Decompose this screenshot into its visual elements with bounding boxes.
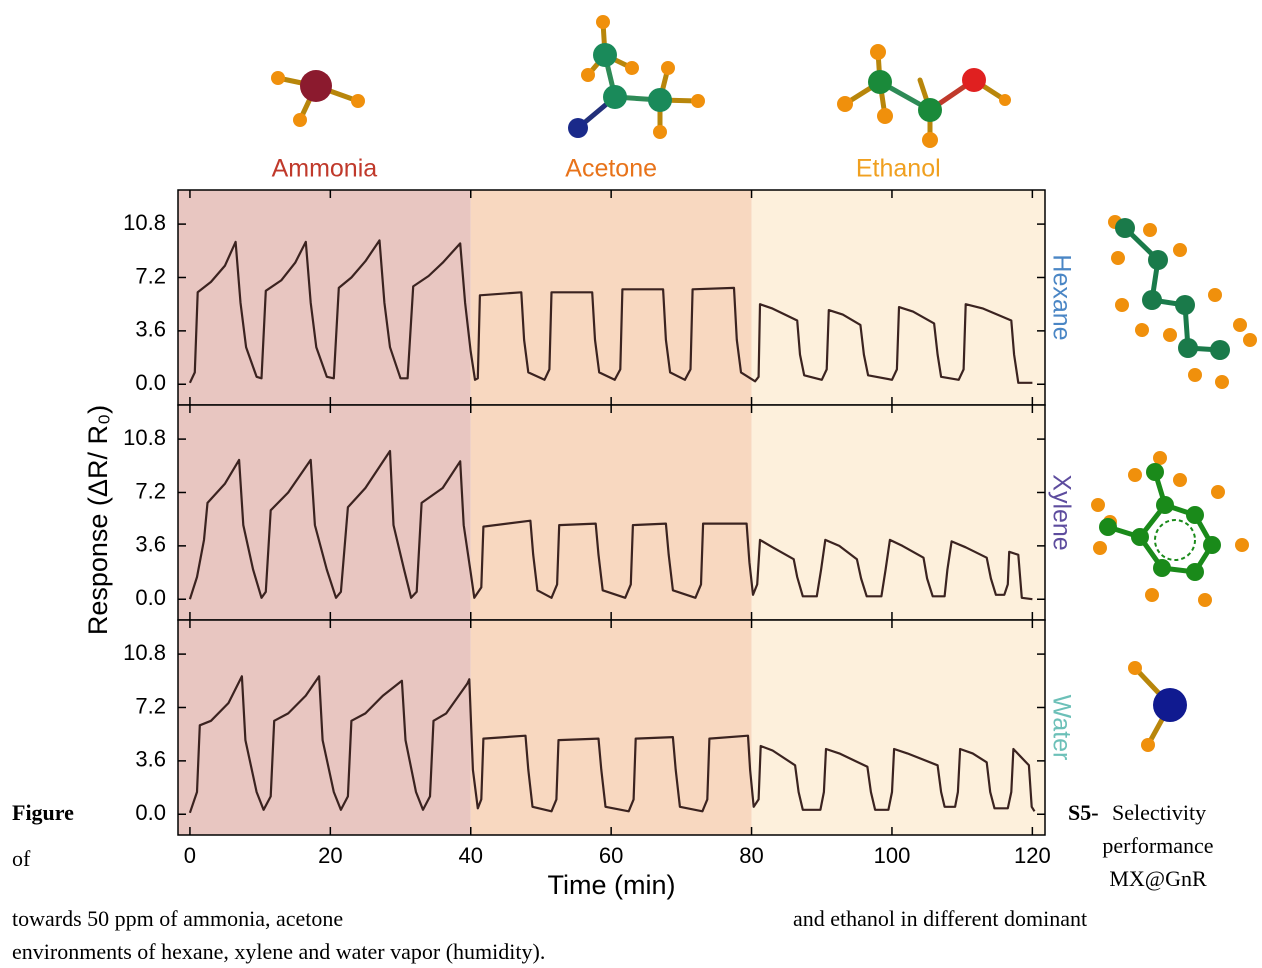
caption-text: towards 50 ppm of ammonia, acetone <box>12 906 343 931</box>
x-tick-label: 20 <box>318 843 342 868</box>
acetone-molecule <box>568 15 705 139</box>
region-label: Ethanol <box>856 155 941 183</box>
ethanol-molecule <box>837 44 1011 148</box>
hexane-molecule <box>1108 215 1257 389</box>
y-tick-label: 3.6 <box>135 317 166 342</box>
series-label: Water <box>1047 695 1075 761</box>
caption-number: S5- <box>1068 800 1099 825</box>
caption-text: Selectivity <box>1112 800 1206 825</box>
caption-text: performance <box>1102 833 1213 858</box>
water-molecule <box>1128 661 1187 752</box>
y-tick-label: 7.2 <box>135 478 166 503</box>
region-background <box>471 405 752 620</box>
caption-text: MX@GnR <box>1109 866 1207 891</box>
y-tick-label: 7.2 <box>135 263 166 288</box>
x-tick-label: 0 <box>184 843 196 868</box>
xylene-molecule <box>1091 451 1249 607</box>
y-tick-label: 3.6 <box>135 532 166 557</box>
x-axis-label: Time (min) <box>548 870 676 900</box>
y-axis-label: Response (ΔR/ R₀) <box>83 405 113 635</box>
region-background <box>178 405 471 620</box>
region-background <box>752 405 1045 620</box>
y-tick-label: 10.8 <box>123 425 166 450</box>
x-tick-label: 40 <box>459 843 483 868</box>
y-tick-label: 0.0 <box>135 800 166 825</box>
figure: Ammonia Acetone Ethanol 0.0 3.6 7.2 10.8 Hexane… <box>0 0 1262 968</box>
y-tick-label: 0.0 <box>135 585 166 610</box>
region-background <box>752 190 1045 405</box>
region-background <box>471 190 752 405</box>
y-tick-label: 10.8 <box>123 210 166 235</box>
region-label: Acetone <box>565 155 657 183</box>
x-tick-label: 80 <box>739 843 763 868</box>
plot-area: Ammonia Acetone Ethanol 0.0 3.6 7.2 10.8 Hexane… <box>123 155 1075 901</box>
series-label: Xylene <box>1047 474 1075 550</box>
series-label: Hexane <box>1047 254 1075 340</box>
y-tick-label: 0.0 <box>135 370 166 395</box>
y-tick-label: 7.2 <box>135 693 166 718</box>
caption-text: of <box>12 846 31 871</box>
x-tick-label: 60 <box>599 843 623 868</box>
region-background <box>752 620 1045 835</box>
caption-text: and ethanol in different dominant <box>793 906 1087 931</box>
y-tick-label: 10.8 <box>123 640 166 665</box>
caption-text: environments of hexane, xylene and water… <box>12 939 545 964</box>
region-background <box>471 620 752 835</box>
ammonia-molecule <box>271 70 365 127</box>
y-tick-label: 3.6 <box>135 747 166 772</box>
x-tick-label: 120 <box>1014 843 1051 868</box>
region-label: Ammonia <box>272 155 378 183</box>
x-tick-label: 100 <box>874 843 911 868</box>
caption-figure: Figure <box>12 800 74 825</box>
